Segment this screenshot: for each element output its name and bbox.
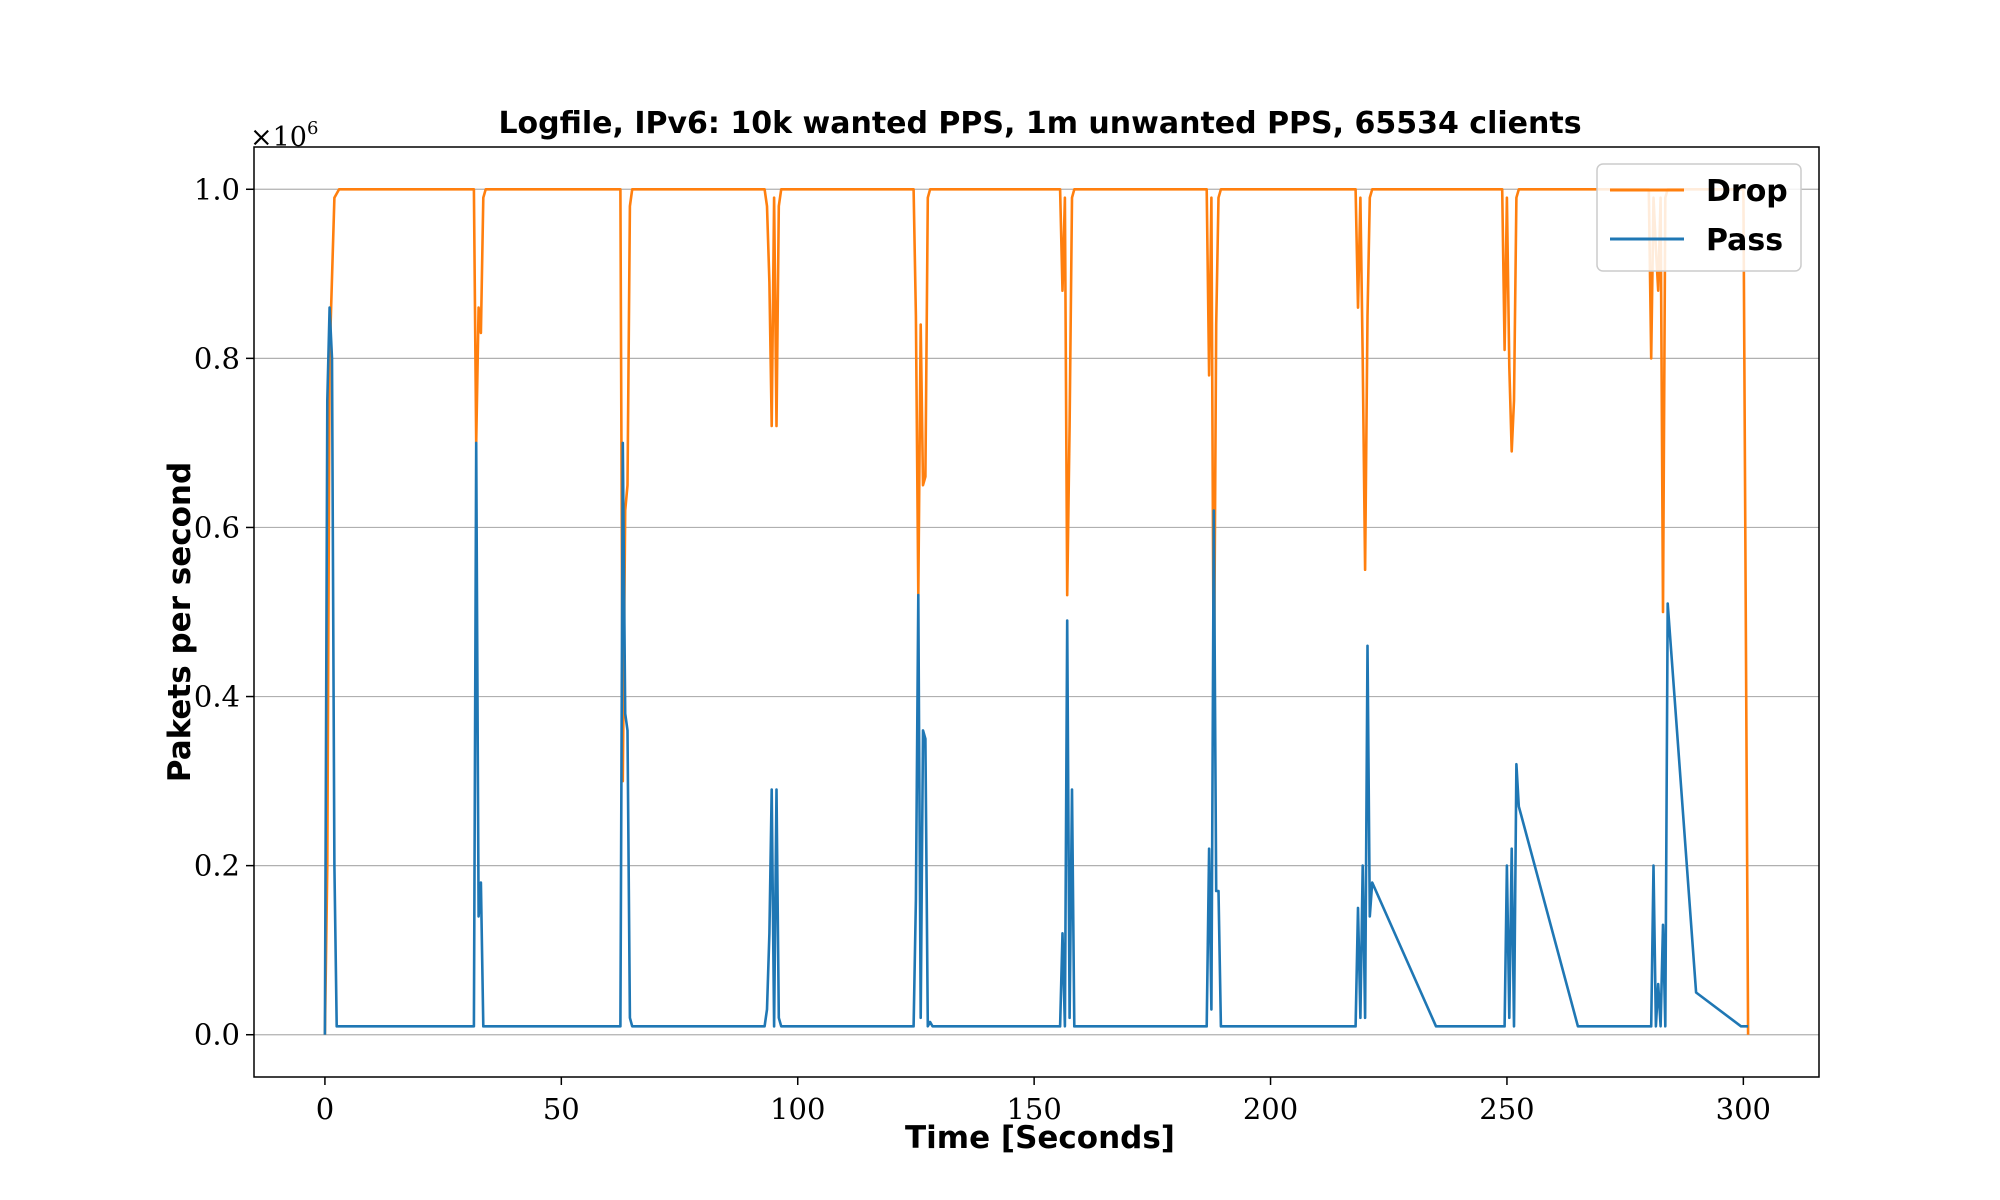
y-tick-label-5: 1.0 bbox=[194, 172, 240, 206]
plot-frame bbox=[253, 146, 1820, 1078]
x-tick-label-3: 150 bbox=[1006, 1092, 1061, 1126]
x-tick-label-4: 200 bbox=[1243, 1092, 1298, 1126]
x-tick-label-1: 50 bbox=[543, 1092, 580, 1126]
y-tick-label-3: 0.6 bbox=[194, 510, 240, 544]
grid-layer bbox=[254, 188, 1819, 1036]
chart-title: Logfile, IPv6: 10k wanted PPS, 1m unwant… bbox=[498, 106, 1581, 141]
series-layer bbox=[323, 188, 1750, 1035]
y-offset-exponent: 6 bbox=[307, 118, 318, 139]
x-tick-label-5: 250 bbox=[1479, 1092, 1534, 1126]
y-axis-label: Pakets per second bbox=[162, 462, 198, 782]
y-tick-label-1: 0.2 bbox=[194, 849, 240, 883]
y-tick-label-4: 0.8 bbox=[194, 341, 240, 375]
y-offset-label: ×106 bbox=[250, 118, 318, 153]
tick-layer: 0 50 100 150 200 250 300 0.0 0.2 0.4 0.6 0.8 1.0 bbox=[194, 172, 1771, 1126]
x-axis-label: Time [Seconds] bbox=[905, 1120, 1175, 1156]
y-tick-label-2: 0.4 bbox=[194, 680, 240, 714]
series-line-drop bbox=[323, 188, 1750, 1035]
legend-label-drop: Drop bbox=[1706, 174, 1788, 209]
y-tick-label-0: 0.0 bbox=[194, 1018, 240, 1052]
x-tick-label-2: 100 bbox=[770, 1092, 825, 1126]
legend: Drop Pass bbox=[1596, 163, 1802, 272]
x-tick-label-6: 300 bbox=[1716, 1092, 1771, 1126]
series-line-pass bbox=[323, 306, 1749, 1035]
frame-layer bbox=[253, 146, 1820, 1078]
x-tick-label-0: 0 bbox=[316, 1092, 334, 1126]
legend-label-pass: Pass bbox=[1706, 223, 1783, 258]
